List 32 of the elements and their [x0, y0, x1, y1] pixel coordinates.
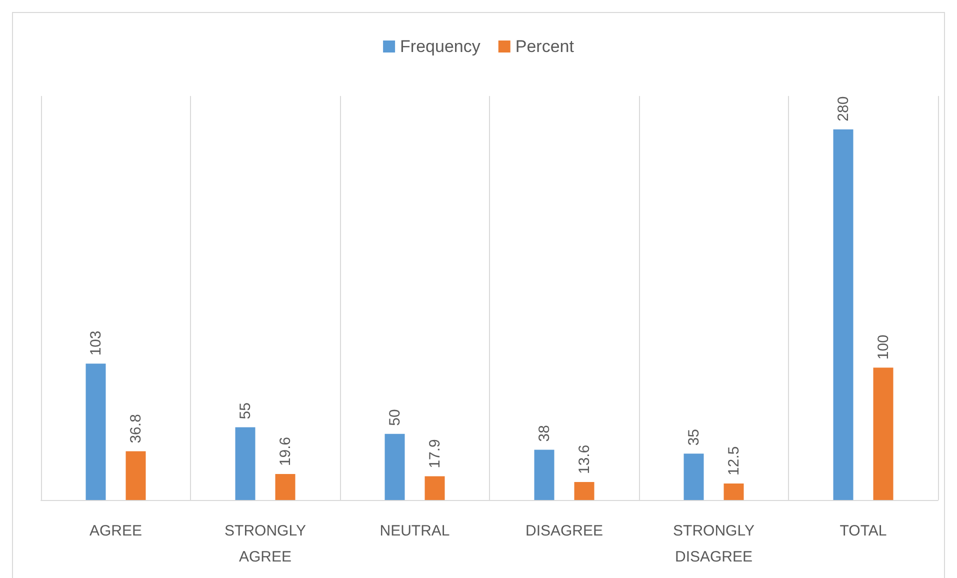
data-label: 280: [834, 96, 852, 122]
bar: [235, 427, 256, 500]
data-label: 50: [386, 409, 404, 426]
x-tick-label: AGREE: [89, 522, 142, 540]
bar: [86, 364, 106, 500]
bar: [424, 476, 445, 500]
data-label: 35: [685, 428, 702, 446]
data-label: 38: [536, 425, 553, 442]
x-tick-label: STRONGLY DISAGREE: [673, 522, 754, 566]
data-label: 13.6: [576, 444, 593, 474]
legend-label: Percent: [515, 37, 574, 56]
data-label: 12.5: [725, 446, 742, 476]
bar: [684, 454, 704, 500]
x-tick-label: NEUTRAL: [380, 522, 450, 540]
x-tick-label: STRONGLY AGREE: [224, 522, 306, 566]
data-label: 17.9: [426, 439, 444, 468]
bar: [126, 451, 146, 500]
data-label: 55: [236, 402, 254, 420]
x-tick-label: DISAGREE: [525, 522, 604, 540]
data-label: 100: [874, 334, 892, 360]
x-tick-label: TOTAL: [840, 522, 887, 540]
bar: [724, 483, 744, 500]
bar: [275, 474, 296, 500]
bar: [833, 129, 854, 500]
bar: [534, 450, 554, 500]
bar: [873, 368, 894, 500]
bar: [384, 434, 405, 500]
data-label: 19.6: [276, 436, 294, 466]
legend-label: Frequency: [400, 37, 481, 56]
data-label: 103: [87, 330, 104, 356]
bar: [574, 482, 594, 500]
data-label: 36.8: [127, 414, 144, 444]
